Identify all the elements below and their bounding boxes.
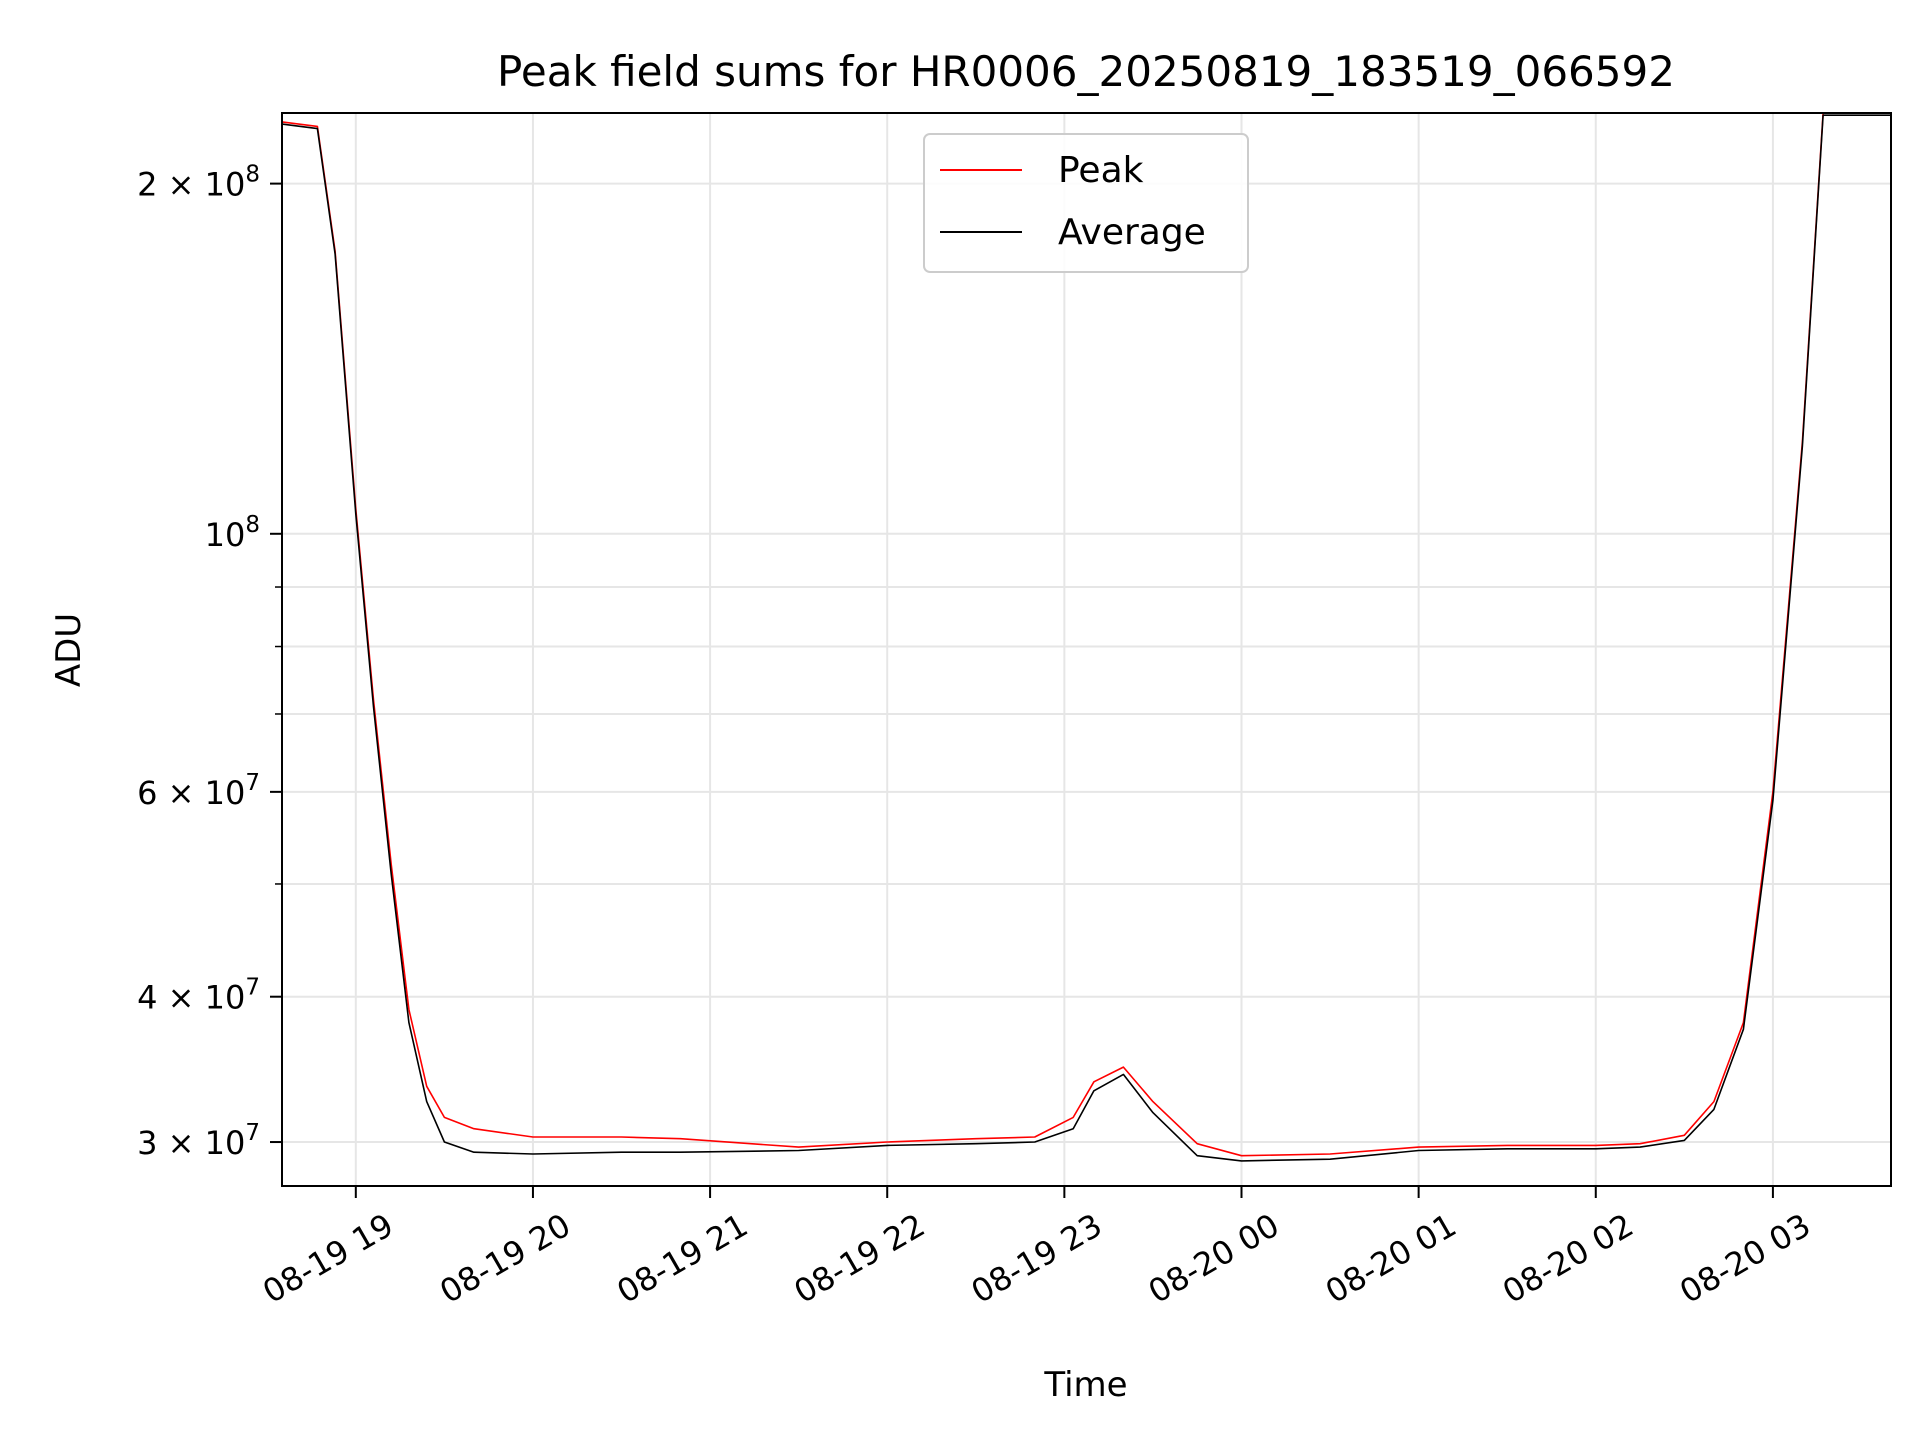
y-tick-label: 2 × 108 [137,162,260,204]
y-tick-label: 3 × 107 [137,1120,260,1162]
y-tick-label: 4 × 107 [137,975,260,1017]
chart-title: Peak field sums for HR0006_20250819_1835… [497,47,1675,96]
series-line-average [282,114,1891,1162]
x-axis-label: Time [1043,1365,1127,1405]
legend-label-average: Average [1058,212,1206,253]
legend-box [923,133,1249,273]
x-tick-label: 08-20 03 [1673,1206,1817,1311]
legend: Peak Average [923,133,1249,273]
x-tick-label: 08-20 02 [1496,1206,1640,1311]
x-tick-label: 08-20 00 [1142,1206,1286,1311]
x-tick-label: 08-19 23 [965,1206,1109,1311]
x-axis: 08-19 19 08-19 20 08-19 21 08-19 22 08-19 23… [256,1186,1817,1311]
x-tick-label: 08-19 20 [433,1206,577,1311]
legend-label-peak: Peak [1058,150,1144,191]
series-layer [282,113,1891,1162]
grid-layer [282,113,1891,1186]
y-tick-label: 108 [205,512,260,554]
y-axis-label: ADU [49,613,89,687]
x-tick-label: 08-19 21 [610,1206,754,1311]
x-tick-label: 08-19 22 [788,1206,932,1311]
x-tick-label: 08-19 19 [256,1206,400,1311]
series-line-peak [282,113,1891,1157]
y-tick-label: 6 × 107 [137,770,260,812]
plot-frame [281,112,1892,1187]
x-tick-label: 08-20 01 [1319,1206,1463,1311]
y-axis: 3 × 107 4 × 107 6 × 107 108 2 × 108 [137,162,282,1162]
